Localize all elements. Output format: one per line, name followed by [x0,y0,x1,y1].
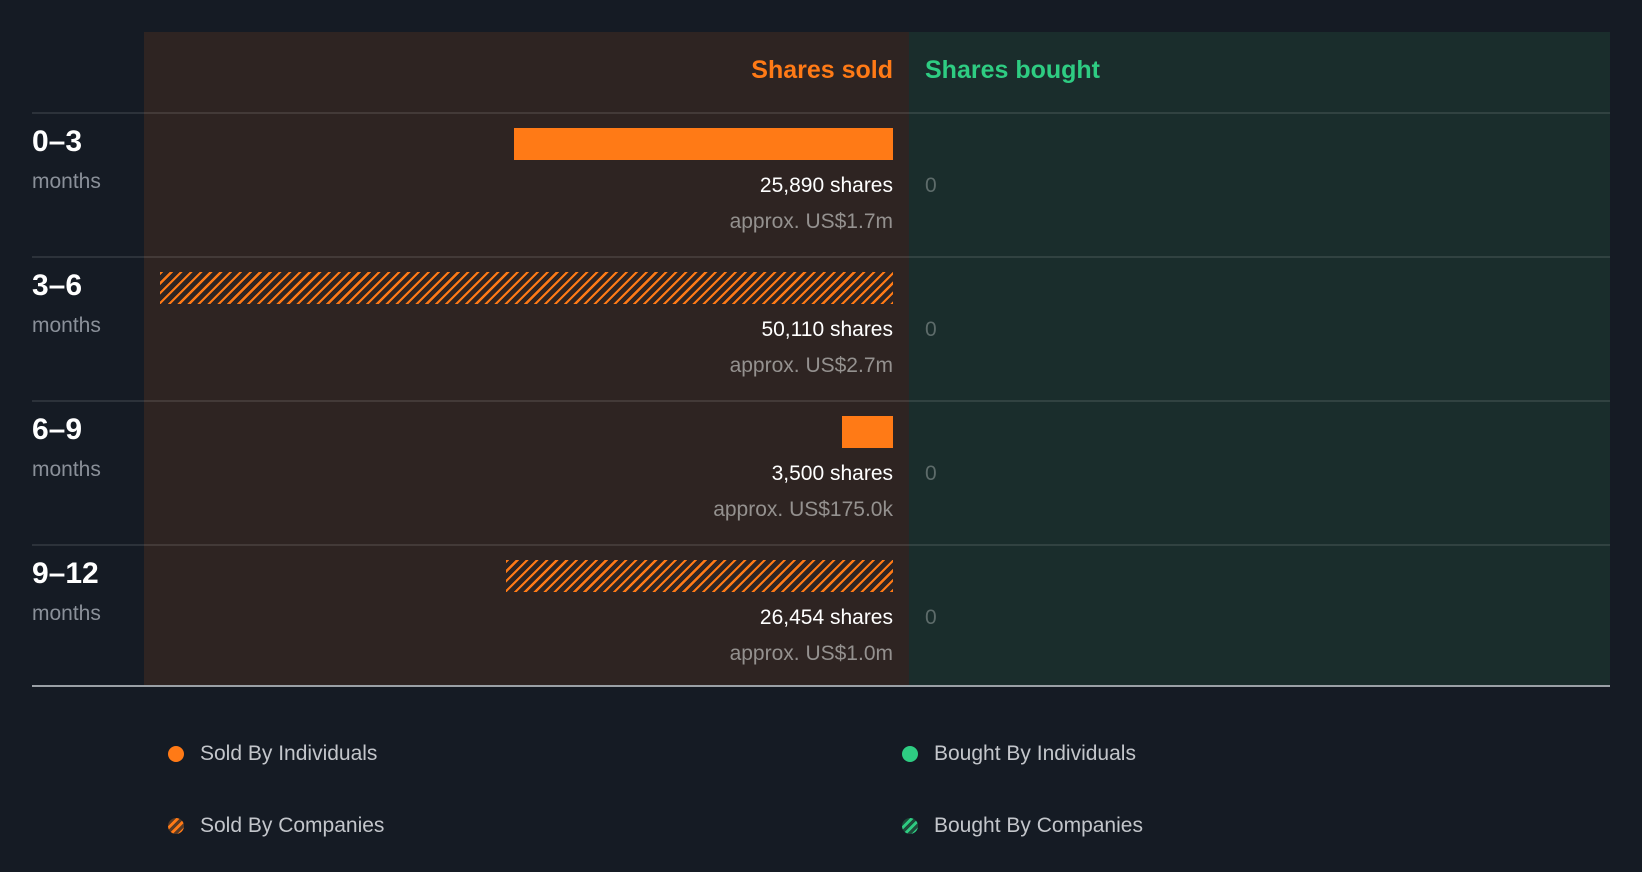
period-row-3-6: 3–6 months 50,110 shares approx. US$2.7m… [32,256,1610,400]
sold-value: approx. US$1.7m [729,210,893,233]
period-row-0-3: 0–3 months 25,890 shares approx. US$1.7m… [32,112,1610,256]
sold-by-companies-bar[interactable] [160,272,893,304]
sold-value: approx. US$2.7m [729,354,893,377]
shares-bought-column [909,32,1610,686]
bought-shares-count: 0 [925,318,937,341]
chart-baseline [32,685,1610,687]
period-label: 9–12 [32,557,99,590]
period-row-9-12: 9–12 months 26,454 shares approx. US$1.0… [32,544,1610,688]
sold-value: approx. US$1.0m [729,642,893,665]
sold-by-companies-bar[interactable] [506,560,893,592]
period-unit: months [32,458,101,481]
sold-by-individuals-bar[interactable] [842,416,893,448]
shares-sold-header: Shares sold [751,56,893,84]
bought-shares-count: 0 [925,174,937,197]
period-unit: months [32,314,101,337]
legend-bought-by-individuals[interactable]: Bought By Individuals [902,739,1136,769]
legend-label: Sold By Companies [200,814,385,837]
period-label: 3–6 [32,269,83,302]
row-divider [32,544,1610,546]
sold-shares-count: 3,500 shares [771,462,893,485]
legend-label: Sold By Individuals [200,742,378,765]
green-hatched-dot-icon [902,818,918,834]
legend-label: Bought By Companies [934,814,1143,837]
period-unit: months [32,170,101,193]
bought-shares-count: 0 [925,606,937,629]
period-unit: months [32,602,101,625]
period-label: 0–3 [32,125,83,158]
sold-value: approx. US$175.0k [713,498,893,521]
orange-dot-icon [168,746,184,762]
bought-shares-count: 0 [925,462,937,485]
shares-bought-header: Shares bought [925,56,1101,84]
sold-shares-count: 25,890 shares [759,174,893,197]
sold-shares-count: 50,110 shares [761,318,893,341]
legend-sold-by-companies[interactable]: Sold By Companies [168,811,384,841]
sold-by-individuals-bar[interactable] [514,128,893,160]
period-row-6-9: 6–9 months 3,500 shares approx. US$175.0… [32,400,1610,544]
legend-label: Bought By Individuals [934,742,1136,765]
row-divider [32,256,1610,258]
legend-bought-by-companies[interactable]: Bought By Companies [902,811,1143,841]
legend-sold-by-individuals[interactable]: Sold By Individuals [168,739,377,769]
row-divider [32,112,1610,114]
green-dot-icon [902,746,918,762]
row-divider [32,400,1610,402]
period-label: 6–9 [32,413,83,446]
orange-hatched-dot-icon [168,818,184,834]
sold-shares-count: 26,454 shares [759,606,893,629]
